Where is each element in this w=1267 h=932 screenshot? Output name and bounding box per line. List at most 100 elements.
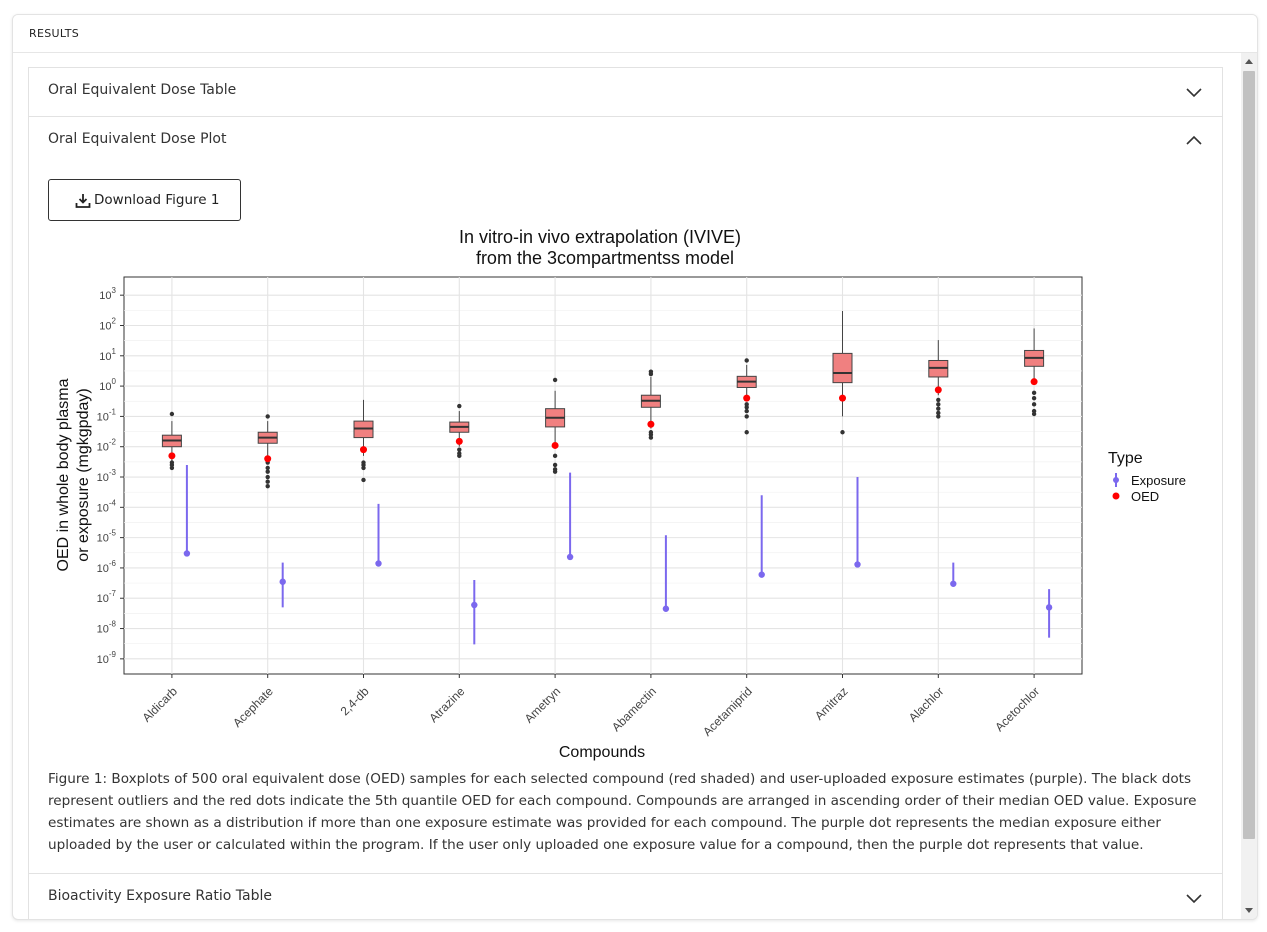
- oed-point: [455, 437, 463, 445]
- outlier-point: [361, 477, 366, 483]
- oed-point: [1030, 378, 1038, 386]
- outlier-point: [744, 414, 749, 419]
- ivive-plot: In vitro-in vivo extrapolation (IVIVE) f…: [48, 225, 1208, 765]
- outlier-point: [744, 358, 749, 363]
- oed-point: [360, 446, 367, 454]
- outlier-point: [1031, 408, 1037, 414]
- x-tick-label: Atrazine: [426, 684, 467, 725]
- accordion-item-oed-table[interactable]: Oral Equivalent Dose Table: [29, 68, 1222, 117]
- vertical-scrollbar[interactable]: [1241, 53, 1257, 919]
- outlier-point: [744, 408, 749, 414]
- legend-exposure-swatch: [1113, 477, 1119, 483]
- results-header: RESULTS: [13, 15, 1257, 53]
- outlier-point: [744, 402, 749, 407]
- accordion-item-oed-plot-label: Oral Equivalent Dose Plot: [48, 131, 227, 147]
- exposure-median-point: [279, 578, 286, 585]
- chevron-up-icon: [1186, 135, 1202, 145]
- x-tick-label: 2,4-db: [338, 684, 372, 718]
- box-iqr: [832, 352, 853, 384]
- y-tick-label: 10-3: [97, 468, 117, 484]
- y-tick-label: 10-1: [97, 407, 117, 423]
- outlier-point: [744, 430, 749, 435]
- outlier-point: [1031, 402, 1037, 407]
- y-tick-label: 103: [99, 286, 116, 302]
- oed-point: [743, 394, 751, 402]
- outlier-point: [1031, 395, 1037, 401]
- ivive-chart-svg: In vitro-in vivo extrapolation (IVIVE) f…: [55, 227, 1186, 761]
- oed-point: [551, 441, 559, 449]
- oed-point: [934, 386, 942, 394]
- exposure-median-point: [662, 605, 670, 612]
- accordion-item-oed-plot[interactable]: Oral Equivalent Dose Plot: [29, 117, 1222, 165]
- outlier-point: [552, 462, 558, 468]
- scroll-up-arrow-icon[interactable]: [1245, 59, 1253, 64]
- legend-exposure-label: Exposure: [1131, 473, 1186, 488]
- outlier-point: [265, 479, 270, 484]
- y-tick-label: 101: [99, 347, 116, 363]
- chart-marks: [161, 311, 1053, 645]
- exposure-median-point: [471, 601, 478, 609]
- chart-title: In vitro-in vivo extrapolation (IVIVE): [459, 227, 741, 247]
- outlier-point: [265, 474, 270, 480]
- x-tick-label: Acetamiprid: [700, 684, 755, 739]
- outlier-point: [265, 465, 270, 471]
- outlier-point: [936, 402, 941, 407]
- accordion-item-ber-table-label: Bioactivity Exposure Ratio Table: [48, 888, 272, 904]
- y-axis-ticks: 103 102 101 100 10-1 10-2 10-3 10-4 10-5 10-6 10-7…: [97, 286, 124, 666]
- scroll-down-arrow-icon[interactable]: [1245, 908, 1253, 913]
- figure-caption: Figure 1: Boxplots of 500 oral equivalen…: [48, 771, 1197, 853]
- outlier-point: [552, 467, 558, 472]
- exposure-median-point: [950, 580, 957, 587]
- outlier-point: [457, 451, 462, 456]
- download-figure-label: Download Figure 1: [94, 192, 220, 208]
- legend: Type Exposure OED: [1108, 450, 1186, 504]
- y-axis-label-line2: or exposure (mgkgpday): [75, 388, 92, 561]
- download-icon: [75, 194, 91, 208]
- outlier-point: [457, 403, 462, 409]
- x-tick-label: Abamectin: [609, 684, 659, 734]
- oed-point: [168, 452, 176, 460]
- exposure-median-point: [183, 550, 191, 557]
- exposure-median-point: [375, 560, 382, 567]
- exposure-median-point: [1045, 604, 1053, 611]
- y-axis-label: OED in whole body plasma: [55, 378, 72, 571]
- results-panel: RESULTS Oral Equivalent Dose Table Oral …: [12, 14, 1258, 920]
- y-tick-label: 10-9: [97, 650, 117, 666]
- grid-lines: [124, 277, 1082, 674]
- outlier-point: [936, 414, 941, 419]
- legend-oed-swatch: [1112, 492, 1120, 500]
- exposure-median-point: [566, 553, 574, 561]
- outlier-point: [169, 460, 175, 465]
- outlier-point: [265, 469, 270, 474]
- x-tick-label: Ametryn: [522, 684, 563, 725]
- accordion-item-ber-table[interactable]: Bioactivity Exposure Ratio Table: [29, 873, 1222, 919]
- exposure-median-point: [854, 561, 861, 568]
- y-tick-label: 10-5: [97, 529, 117, 545]
- y-tick-label: 10-2: [97, 438, 117, 454]
- y-tick-label: 10-4: [97, 498, 117, 514]
- scrollbar-thumb[interactable]: [1243, 71, 1255, 839]
- oed-point: [647, 420, 655, 428]
- outlier-point: [1031, 390, 1037, 396]
- accordion-item-oed-table-label: Oral Equivalent Dose Table: [48, 82, 237, 98]
- outlier-point: [936, 410, 941, 416]
- x-axis-label: Compounds: [559, 744, 645, 761]
- outlier-point: [936, 397, 941, 403]
- outlier-point: [552, 377, 558, 383]
- x-tick-label: Alachlor: [906, 684, 947, 725]
- outlier-point: [648, 369, 654, 374]
- exposure-median-point: [758, 571, 765, 578]
- outlier-point: [552, 453, 558, 459]
- oed-point: [839, 394, 846, 402]
- x-tick-label: Amitraz: [812, 684, 851, 723]
- outlier-point: [265, 483, 270, 489]
- y-tick-label: 10-8: [97, 620, 117, 636]
- x-tick-label: Acetochlor: [992, 684, 1042, 734]
- results-title: RESULTS: [29, 27, 80, 40]
- outlier-point: [169, 411, 175, 417]
- outlier-point: [265, 414, 270, 419]
- download-figure-button[interactable]: Download Figure 1: [48, 179, 241, 221]
- y-tick-label: 10-6: [97, 559, 117, 575]
- outlier-point: [936, 406, 941, 411]
- outlier-point: [457, 447, 462, 452]
